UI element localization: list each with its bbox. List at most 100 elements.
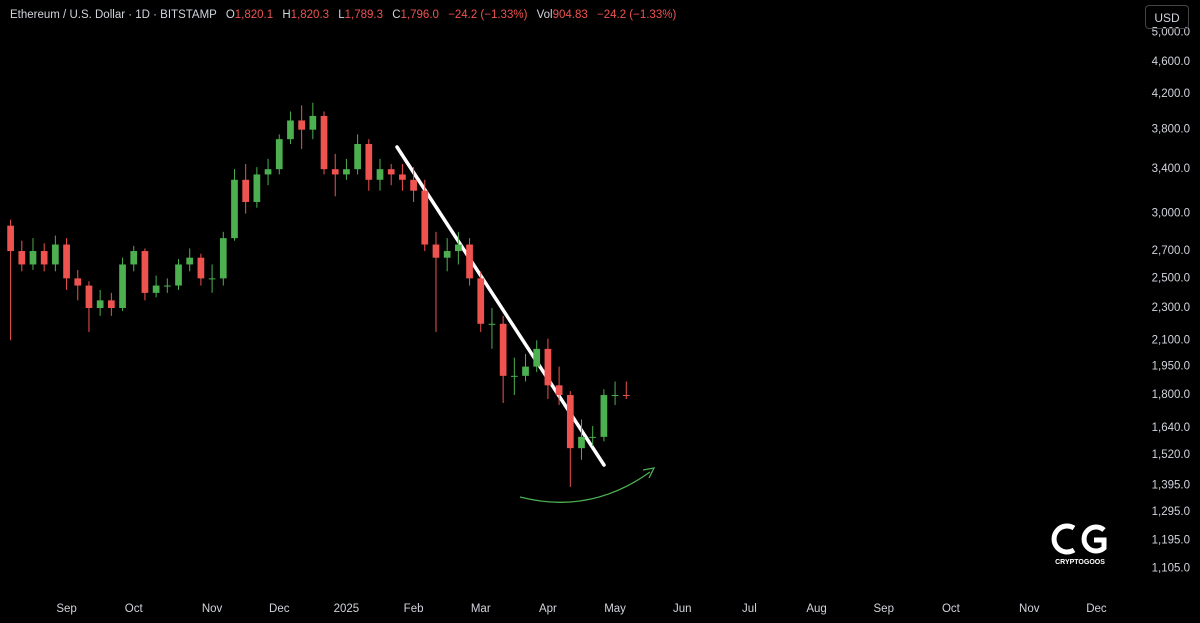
x-tick-label: Nov: [1019, 603, 1040, 615]
candle-body: [410, 179, 417, 191]
y-tick-label: 1,640.0: [1152, 422, 1190, 434]
y-tick-label: 4,600.0: [1152, 56, 1190, 68]
candle-body: [63, 244, 70, 279]
logo-c: [1051, 523, 1076, 555]
candle-body: [40, 251, 48, 265]
logo-text: CRYPTOGOOS: [1055, 559, 1105, 566]
candle-body: [399, 174, 406, 180]
candle-body: [219, 238, 227, 279]
y-tick-label: 1,395.0: [1152, 480, 1190, 492]
legend-header: Ethereum / U.S. Dollar · 1D · BITSTAMP O…: [10, 9, 676, 21]
y-tick-label: 3,800.0: [1152, 124, 1190, 136]
candle-body: [275, 139, 283, 170]
volume-value: 904.83: [552, 9, 588, 21]
candle-body: [231, 179, 238, 239]
candle-body: [29, 251, 37, 265]
candle-body: [197, 257, 205, 279]
x-tick-label: Apr: [539, 603, 557, 615]
candle-body: [488, 323, 496, 325]
candle-body: [18, 251, 26, 265]
y-tick-label: 1,295.0: [1152, 506, 1190, 518]
currency-button[interactable]: USD: [1145, 5, 1189, 29]
y-tick-label: 1,105.0: [1152, 562, 1190, 574]
candle-body: [421, 190, 429, 245]
candle-body: [331, 169, 339, 175]
candle-body: [600, 395, 608, 437]
candle-body: [455, 244, 462, 252]
ohlc-value: 1,820.1: [234, 9, 274, 21]
candle-body: [555, 385, 563, 396]
candle-body: [74, 278, 82, 286]
ohlc-label: H: [282, 9, 291, 21]
change: −24.2 (−1.33%): [448, 9, 528, 21]
candle-body: [208, 278, 216, 280]
x-tick-label: May: [604, 603, 626, 615]
y-tick-label: 3,400.0: [1152, 163, 1190, 175]
candle-body: [544, 348, 552, 386]
ohlc-value: 1,796.0: [400, 9, 439, 21]
x-tick-label: Dec: [1086, 603, 1107, 615]
x-tick-label: Sep: [56, 603, 76, 615]
y-tick-label: 2,300.0: [1152, 302, 1190, 314]
candle-body: [309, 115, 317, 130]
candle-body: [7, 225, 14, 252]
x-tick-label: Feb: [404, 603, 424, 615]
candle-body: [432, 244, 440, 258]
x-tick-label: Sep: [874, 603, 894, 615]
candle-body: [130, 251, 138, 265]
candle-body: [287, 120, 294, 140]
x-tick-label: Oct: [125, 603, 144, 615]
candle-body: [107, 300, 115, 308]
x-tick-label: Nov: [202, 603, 223, 615]
x-tick-label: Mar: [471, 603, 491, 615]
candle-body: [365, 143, 373, 180]
y-tick-label: 1,195.0: [1152, 535, 1190, 547]
y-tick-label: 1,520.0: [1152, 449, 1190, 461]
candle-body: [522, 366, 529, 376]
candle-body: [320, 115, 328, 170]
candle-body: [611, 395, 619, 397]
candle-body: [52, 244, 59, 265]
y-tick-label: 1,800.0: [1152, 389, 1190, 401]
candle-body: [510, 375, 518, 377]
candle-body: [387, 169, 395, 175]
candle-body: [566, 395, 574, 449]
arc-arrowhead: [642, 467, 656, 479]
candle-body: [354, 143, 361, 170]
candle-body: [242, 179, 250, 202]
candle-body: [578, 436, 585, 449]
candle-body: [253, 174, 261, 202]
ohlc-label: O: [225, 9, 235, 21]
y-tick-label: 3,000.0: [1152, 208, 1190, 220]
x-tick-label: Aug: [806, 603, 826, 615]
ohlc-label: C: [392, 9, 401, 21]
candle-body: [622, 395, 630, 397]
candle-body: [141, 251, 149, 293]
candle-body: [589, 436, 597, 438]
candle-body: [376, 169, 384, 180]
y-tick-label: 5,000.0: [1152, 26, 1190, 38]
volume-label: Vol: [536, 9, 553, 21]
y-tick-label: 2,100.0: [1152, 334, 1190, 346]
candle-body: [298, 120, 306, 130]
ohlc-value: 1,789.3: [344, 9, 384, 21]
volume-change: −24.2 (−1.33%): [597, 9, 677, 21]
logo-g: [1081, 524, 1107, 554]
candle-body: [152, 285, 160, 293]
x-tick-label: Jul: [742, 603, 757, 615]
candle-body: [477, 278, 485, 324]
candle-body: [343, 169, 350, 175]
y-tick-label: 2,700.0: [1152, 245, 1190, 257]
candle-body: [96, 300, 104, 308]
candle-body: [119, 264, 126, 308]
x-tick-label: Dec: [269, 603, 290, 615]
x-tick-label: Jun: [673, 603, 692, 615]
x-tick-label: Oct: [942, 603, 961, 615]
candle-body: [186, 257, 194, 265]
candle-body: [466, 244, 473, 279]
candle-body: [175, 264, 182, 286]
logo: CRYPTOGOOS: [1051, 523, 1107, 566]
rebound-arc: [519, 471, 651, 503]
y-tick-label: 2,500.0: [1152, 272, 1190, 284]
